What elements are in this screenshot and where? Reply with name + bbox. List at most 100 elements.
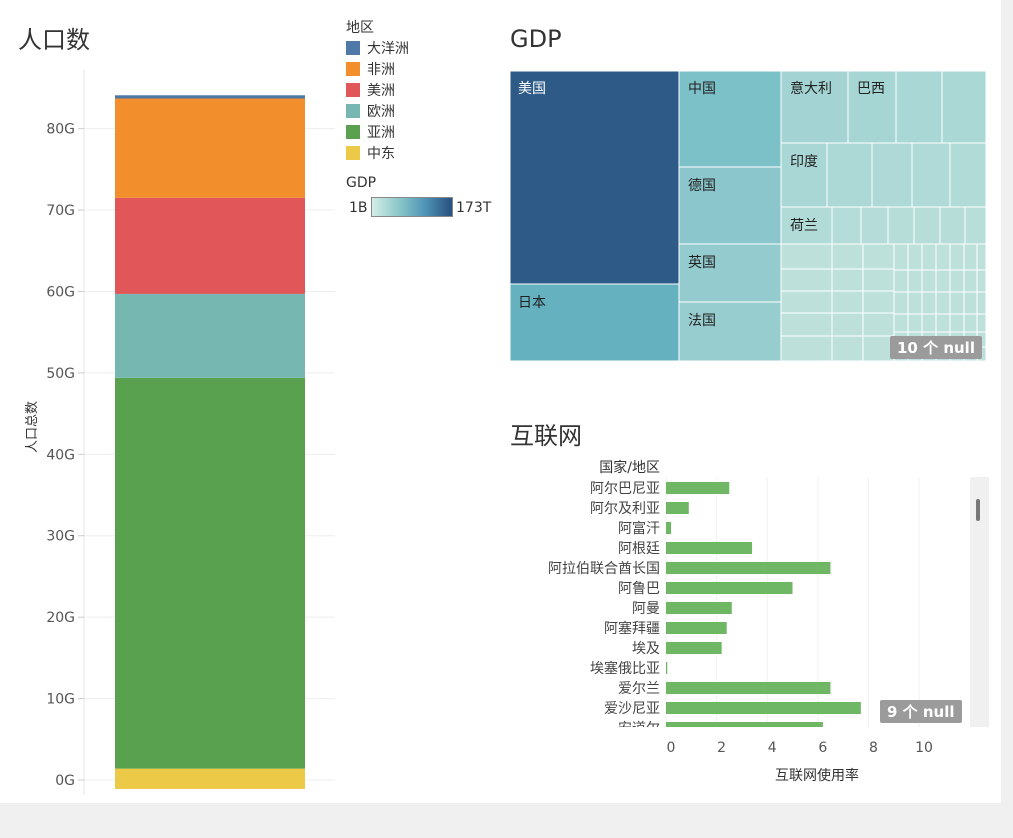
- internet-row-label: 阿拉伯联合酋长国: [548, 560, 660, 577]
- treemap-label-italy: 意大利: [790, 80, 832, 97]
- treemap-cell: [949, 291, 965, 315]
- population-tick-label: 30G: [46, 529, 75, 545]
- treemap-cell: [780, 243, 833, 270]
- treemap-label-usa: 美国: [518, 81, 546, 97]
- gdp-null-badge[interactable]: 10 个 null: [890, 336, 982, 359]
- population-ylabel: 人口总数: [25, 401, 40, 453]
- treemap-cell: [860, 206, 889, 245]
- population-tick-label: 0G: [55, 773, 75, 789]
- internet-bar[interactable]: [666, 522, 672, 534]
- treemap-cell: [941, 71, 986, 144]
- population-bar-segment[interactable]: [115, 377, 305, 769]
- internet-tick-label: 6: [818, 740, 827, 756]
- internet-row-label: 阿尔及利亚: [590, 501, 660, 517]
- treemap-cell: [949, 269, 965, 293]
- internet-bar[interactable]: [666, 562, 831, 574]
- region-legend-title: 地区: [346, 20, 374, 36]
- internet-xticks: 0 2 4 6 8 10: [667, 740, 933, 756]
- internet-scrollbar-thumb[interactable]: [976, 499, 980, 521]
- treemap-label-germany: 德国: [688, 178, 716, 194]
- population-title: 人口数: [18, 26, 90, 54]
- population-bar-segment[interactable]: [115, 293, 305, 378]
- internet-bar[interactable]: [666, 682, 831, 694]
- internet-chart: 国家/地区 阿尔巴尼亚阿尔及利亚阿富汗阿根廷阿拉伯联合酋长国阿鲁巴阿曼阿塞拜疆埃…: [548, 459, 989, 784]
- treemap-cell: [935, 291, 951, 315]
- internet-bar[interactable]: [666, 502, 689, 514]
- population-tick-label: 10G: [46, 692, 75, 708]
- legend-swatch: [346, 146, 360, 160]
- treemap-cell-india: [780, 142, 828, 208]
- population-tick-label: 60G: [46, 284, 75, 300]
- population-bar-segment[interactable]: [115, 768, 305, 789]
- internet-row-label: 阿富汗: [618, 520, 660, 537]
- gdp-scale-max: 173T: [456, 200, 492, 216]
- treemap-label-china: 中国: [688, 81, 716, 97]
- internet-row-label: 爱沙尼亚: [604, 701, 660, 717]
- treemap-cell: [935, 269, 951, 293]
- internet-bar[interactable]: [666, 722, 823, 734]
- internet-bar[interactable]: [666, 542, 753, 554]
- treemap-cell: [963, 291, 978, 315]
- treemap-cell: [893, 291, 909, 315]
- internet-row-label: 阿根廷: [618, 541, 660, 557]
- internet-row-label: 阿塞拜疆: [604, 620, 660, 637]
- population-bar-segment[interactable]: [115, 197, 305, 294]
- treemap-label-japan: 日本: [518, 295, 546, 311]
- region-legend-item[interactable]: 欧洲: [346, 102, 395, 120]
- treemap-cell-usa: [510, 71, 680, 285]
- treemap-cell: [921, 269, 937, 293]
- population-bar-segment[interactable]: [115, 98, 305, 198]
- population-bar-segment[interactable]: [115, 95, 305, 99]
- treemap-cell: [831, 268, 864, 292]
- treemap-cell: [939, 206, 966, 245]
- treemap-cell: [862, 243, 895, 270]
- legend-label: 大洋洲: [367, 41, 409, 57]
- treemap-cell: [780, 290, 833, 314]
- region-legend-item[interactable]: 大洋洲: [346, 39, 409, 57]
- internet-bar[interactable]: [666, 582, 793, 594]
- treemap-cell: [831, 290, 864, 314]
- treemap-cell: [831, 243, 864, 270]
- treemap-cell: [976, 291, 986, 315]
- internet-row-label: 阿尔巴尼亚: [590, 481, 660, 497]
- treemap-cell: [831, 312, 864, 337]
- treemap-cell: [949, 243, 965, 271]
- population-ticks: 0G 10G 20G 30G 40G 50G 60G 70G 80G: [46, 122, 84, 789]
- treemap-cell: [911, 142, 951, 208]
- treemap-cell: [921, 243, 937, 271]
- region-legend-item[interactable]: 美洲: [346, 81, 395, 99]
- treemap-cell: [949, 313, 965, 333]
- internet-tick-label: 10: [915, 740, 933, 756]
- region-legend-item[interactable]: 亚洲: [346, 123, 395, 141]
- treemap-cell: [935, 313, 951, 333]
- internet-tick-label: 2: [717, 740, 726, 756]
- gdp-title: GDP: [510, 25, 562, 53]
- treemap-cell-france: [678, 301, 782, 361]
- internet-bar[interactable]: [666, 702, 861, 714]
- gdp-treemap[interactable]: 美国 日本 中国 德国 英国 法国 意大利 巴西 印度 荷兰: [510, 71, 986, 361]
- treemap-label-brazil: 巴西: [857, 81, 885, 97]
- internet-null-badge[interactable]: 9 个 null: [880, 700, 962, 723]
- treemap-cell-uk: [678, 243, 782, 303]
- gdp-color-scale: [371, 197, 453, 217]
- internet-bar[interactable]: [666, 622, 727, 634]
- internet-row-label: 爱尔兰: [618, 681, 660, 697]
- internet-bar[interactable]: [666, 662, 668, 674]
- treemap-cell: [895, 71, 943, 144]
- internet-row-label: 阿曼: [632, 601, 660, 617]
- legend-label: 美洲: [367, 83, 395, 99]
- treemap-cell: [780, 312, 833, 337]
- treemap-cell: [862, 312, 895, 337]
- internet-bar[interactable]: [666, 482, 730, 494]
- treemap-cell: [907, 269, 923, 293]
- region-legend-item[interactable]: 非洲: [346, 60, 395, 78]
- region-legend-item[interactable]: 中东: [346, 144, 395, 162]
- treemap-label-uk: 英国: [688, 254, 716, 271]
- treemap-cell: [871, 142, 913, 208]
- internet-scrollbar-track[interactable]: [970, 477, 989, 727]
- internet-bar[interactable]: [666, 602, 732, 614]
- population-bars: [115, 95, 305, 789]
- treemap-cell: [862, 290, 895, 314]
- internet-bar[interactable]: [666, 642, 722, 654]
- internet-tick-label: 8: [869, 740, 878, 756]
